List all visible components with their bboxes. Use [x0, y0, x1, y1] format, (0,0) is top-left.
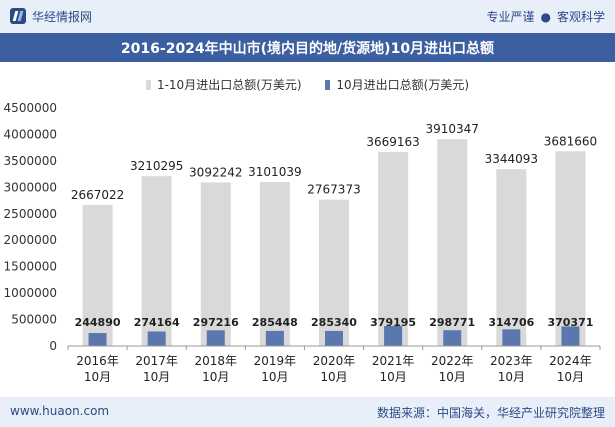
x-tick-label: 2017年: [135, 354, 178, 368]
x-tick-label: 2020年: [313, 354, 356, 368]
bar-series2: [206, 330, 225, 346]
y-tick-label: 1500000: [4, 260, 57, 274]
bar-series1: [319, 199, 349, 346]
data-label-series1: 3344093: [485, 152, 538, 166]
legend-item-series2: 10月进出口总额(万美元): [325, 76, 469, 93]
x-tick-label: 2016年: [76, 354, 119, 368]
x-tick-label: 2019年: [254, 354, 297, 368]
x-tick-label: 10月: [379, 370, 406, 384]
bar-series2: [325, 330, 343, 346]
data-label-series1: 3092242: [189, 165, 242, 179]
bar-series2: [561, 326, 580, 346]
x-tick-label: 10月: [143, 370, 170, 384]
legend-swatch-series2: [325, 80, 331, 90]
x-tick-label: 10月: [498, 370, 525, 384]
x-tick-label: 2022年: [431, 354, 474, 368]
bar-series1: [496, 169, 527, 346]
data-label-series2: 285340: [311, 316, 357, 329]
x-tick-label: 10月: [439, 370, 466, 384]
data-label-series1: 3681660: [544, 134, 597, 148]
y-tick-label: 2000000: [4, 233, 57, 247]
website-link[interactable]: www.huaon.com: [10, 404, 110, 418]
x-tick-label: 10月: [557, 370, 584, 384]
data-label-series1: 3101039: [248, 165, 301, 179]
data-label-series2: 297216: [193, 316, 239, 329]
y-tick-label: 3000000: [4, 180, 57, 194]
data-label-series2: 379195: [370, 316, 416, 329]
bar-series2: [502, 329, 521, 346]
huajing-logo-icon: [10, 8, 26, 24]
legend-label-series1: 1-10月进出口总额(万美元): [156, 78, 302, 92]
legend: 1-10月进出口总额(万美元) 10月进出口总额(万美元): [0, 76, 615, 93]
data-label-series1: 2767373: [307, 183, 360, 197]
data-label-series2: 370371: [547, 316, 593, 329]
data-label-series1: 3669163: [366, 135, 419, 149]
y-tick-label: 0: [49, 339, 57, 353]
brand-name: 华经情报网: [32, 10, 93, 24]
bar-series2: [147, 331, 166, 346]
y-tick-label: 4500000: [4, 101, 57, 115]
x-tick-label: 10月: [320, 370, 347, 384]
bar-series2: [443, 330, 462, 346]
x-tick-label: 2024年: [549, 354, 592, 368]
tagline-separator: ●: [540, 10, 551, 24]
y-tick-label: 3500000: [4, 154, 57, 168]
bar-series1: [555, 151, 586, 346]
x-tick-label: 10月: [84, 370, 111, 384]
bar-series1: [378, 151, 409, 346]
legend-swatch-series1: [145, 80, 151, 90]
x-tick-label: 10月: [261, 370, 288, 384]
y-tick-label: 2500000: [4, 207, 57, 221]
data-label-series2: 274164: [134, 316, 180, 329]
x-tick-label: 10月: [202, 370, 229, 384]
tagline-left: 专业严谨: [486, 10, 535, 24]
data-label-series2: 298771: [429, 316, 475, 329]
chart-title: 2016-2024年中山市(境内目的地/货源地)10月进出口总额: [120, 41, 495, 57]
header-bar: [0, 0, 615, 33]
legend-item-series1: 1-10月进出口总额(万美元): [145, 76, 302, 93]
bar-series1: [259, 181, 290, 346]
legend-label-series2: 10月进出口总额(万美元): [336, 78, 470, 92]
bar-series2: [384, 325, 403, 346]
tagline: 专业严谨 ● 客观科学: [486, 8, 605, 25]
bar-series1: [82, 204, 113, 346]
title-band: [0, 33, 615, 62]
bar-series2: [265, 330, 284, 346]
data-label-series1: 3910347: [425, 122, 478, 136]
y-tick-label: 1000000: [4, 286, 57, 300]
data-label-series2: 285448: [252, 316, 298, 329]
y-tick-label: 500000: [11, 313, 57, 327]
data-label-series2: 314706: [488, 316, 534, 329]
tagline-right: 客观科学: [556, 10, 605, 24]
x-tick-label: 2021年: [372, 354, 415, 368]
bar-series1: [141, 176, 172, 346]
data-source: 数据来源：中国海关，华经产业研究院整理: [376, 406, 605, 420]
bar-series1: [200, 182, 231, 346]
footer-bar: [0, 397, 615, 427]
x-tick-label: 2018年: [195, 354, 238, 368]
y-tick-label: 4000000: [4, 127, 57, 141]
data-label-series2: 244890: [75, 316, 121, 329]
data-label-series1: 3210295: [130, 159, 183, 173]
bar-series2: [88, 333, 107, 346]
data-label-series1: 2667022: [71, 188, 124, 202]
bar-series1: [437, 139, 468, 346]
x-tick-label: 2023年: [490, 354, 533, 368]
